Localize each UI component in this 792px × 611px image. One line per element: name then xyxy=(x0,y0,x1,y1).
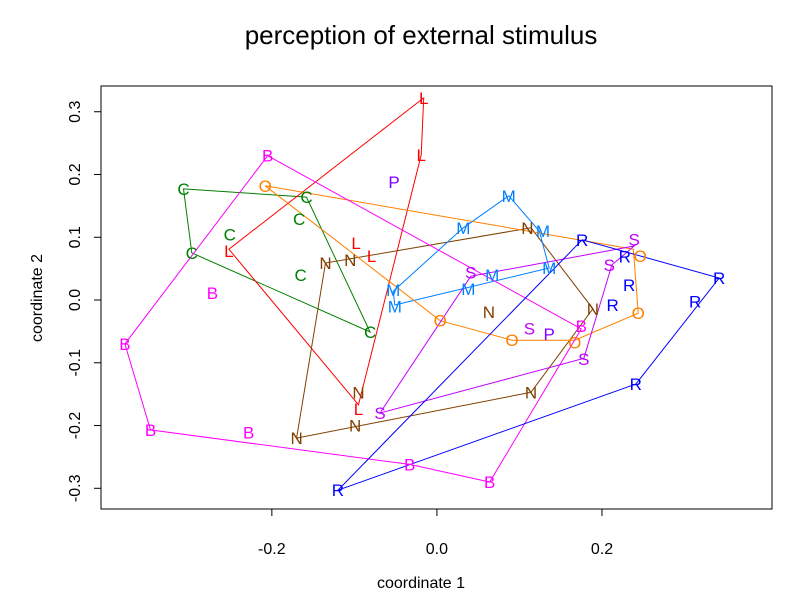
point-S-0: S xyxy=(465,263,476,282)
y-tick-label: 0.2 xyxy=(67,163,84,185)
point-M-7: M xyxy=(542,259,556,278)
point-M-4: M xyxy=(388,297,402,316)
point-N-6: N xyxy=(349,417,361,436)
point-N-5: N xyxy=(525,383,537,402)
point-C-5: C xyxy=(295,266,307,285)
point-B-0: B xyxy=(262,147,273,166)
point-R-0: R xyxy=(576,231,588,250)
point-N-7: N xyxy=(290,429,302,448)
point-M-6: M xyxy=(461,280,475,299)
point-N-8: N xyxy=(352,384,364,403)
point-S-4: S xyxy=(604,256,615,275)
point-S-3: S xyxy=(374,404,385,423)
y-tick-label: 0.3 xyxy=(67,101,84,123)
point-L-0: L xyxy=(419,89,428,108)
point-M-5: M xyxy=(485,266,499,285)
point-N-3: N xyxy=(587,300,599,319)
point-M-1: M xyxy=(456,219,470,238)
point-C-4: C xyxy=(186,244,198,263)
point-S-1: S xyxy=(524,319,535,338)
point-O-1: O xyxy=(634,247,647,266)
point-C-6: C xyxy=(364,323,376,342)
y-tick-label: 0.0 xyxy=(67,289,84,311)
point-O-2: O xyxy=(632,304,645,323)
point-C-3: C xyxy=(224,225,236,244)
point-R-3: R xyxy=(607,296,619,315)
x-tick-label: -0.2 xyxy=(258,541,286,558)
point-L-3: L xyxy=(367,247,376,266)
point-R-4: R xyxy=(689,292,701,311)
point-L-5: L xyxy=(354,400,363,419)
y-tick-label: 0.1 xyxy=(67,226,84,248)
hull-S xyxy=(378,245,636,414)
hull-R xyxy=(337,239,721,491)
point-P-1: P xyxy=(544,325,555,344)
point-B-3: B xyxy=(145,421,156,440)
point-N-2: N xyxy=(521,219,533,238)
point-L-4: L xyxy=(224,242,233,261)
point-R-7: R xyxy=(332,481,344,500)
point-S-2: S xyxy=(578,350,589,369)
point-R-2: R xyxy=(623,276,635,295)
point-C-2: C xyxy=(293,210,305,229)
point-L-2: L xyxy=(351,234,360,253)
hull-L xyxy=(228,96,425,406)
point-L-1: L xyxy=(416,146,425,165)
point-O-3: O xyxy=(568,334,581,353)
point-B-5: B xyxy=(404,455,415,474)
x-tick-label: 0.2 xyxy=(591,541,613,558)
point-B-4: B xyxy=(243,423,254,442)
x-axis-title: coordinate 1 xyxy=(377,575,465,592)
hull-N xyxy=(295,227,594,439)
point-B-6: B xyxy=(484,473,495,492)
point-C-1: C xyxy=(300,188,312,207)
hull-lines xyxy=(124,96,721,491)
chart-title: perception of external stimulus xyxy=(245,20,598,50)
point-O-0: O xyxy=(259,177,272,196)
point-C-0: C xyxy=(177,180,189,199)
point-R-1: R xyxy=(619,248,631,267)
y-tick-label: -0.2 xyxy=(67,412,84,440)
point-B-2: B xyxy=(119,335,130,354)
point-P-0: P xyxy=(388,173,399,192)
x-tick-label: 0.0 xyxy=(426,541,448,558)
point-R-6: R xyxy=(630,375,642,394)
point-B-1: B xyxy=(207,284,218,303)
point-M-0: M xyxy=(502,187,516,206)
point-S-5: S xyxy=(629,230,640,249)
point-N-0: N xyxy=(319,254,331,273)
point-B-7: B xyxy=(576,317,587,336)
point-O-5: O xyxy=(434,312,447,331)
point-O-4: O xyxy=(505,331,518,350)
point-R-5: R xyxy=(713,269,725,288)
point-M-3: M xyxy=(386,281,400,300)
point-M-2: M xyxy=(536,222,550,241)
hull-M xyxy=(392,195,550,306)
point-N-4: N xyxy=(483,303,495,322)
y-axis-title: coordinate 2 xyxy=(29,254,46,342)
y-tick-label: -0.1 xyxy=(67,349,84,377)
plot-frame xyxy=(100,85,773,510)
hull-C xyxy=(182,188,372,334)
point-N-1: N xyxy=(344,251,356,270)
y-tick-label: -0.3 xyxy=(67,474,84,502)
axes: -0.2 0.0 0.2 -0.3 -0.2 -0.1 0.0 0.1 0.2 0.3 xyxy=(67,101,613,558)
